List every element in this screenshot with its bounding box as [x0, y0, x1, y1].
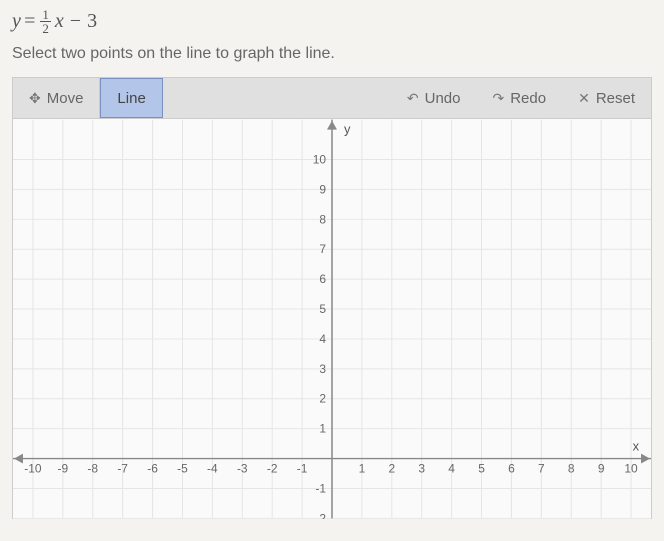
svg-text:4: 4 [319, 332, 326, 346]
reset-label: Reset [596, 90, 635, 107]
redo-icon: ↷ [492, 90, 504, 107]
svg-text:9: 9 [598, 462, 605, 476]
move-icon: ✥ [29, 90, 41, 107]
svg-text:10: 10 [624, 462, 638, 476]
instruction-text: Select two points on the line to graph t… [12, 45, 652, 63]
eq-equals: = [23, 10, 37, 33]
eq-op: − [70, 10, 81, 33]
graph-svg: -10 -9 -8 -7 -6 -5 -4 -3 -2 -1 1 2 3 4 5 6 7 8 9 10 1 2 3 4 5 6 7 8… [13, 119, 651, 519]
svg-text:3: 3 [319, 362, 326, 376]
svg-text:-8: -8 [87, 462, 98, 476]
svg-text:6: 6 [508, 462, 515, 476]
redo-button[interactable]: ↷ Redo [476, 78, 562, 118]
svg-text:8: 8 [568, 462, 575, 476]
eq-lhs: y [12, 10, 21, 33]
eq-fraction: 1 2 [40, 8, 51, 35]
undo-icon: ↶ [407, 90, 419, 107]
line-label: Line [117, 90, 145, 107]
eq-var: x [55, 10, 64, 33]
svg-text:-7: -7 [117, 462, 128, 476]
eq-frac-num: 1 [40, 8, 51, 22]
svg-text:3: 3 [418, 462, 425, 476]
svg-text:9: 9 [319, 182, 326, 196]
svg-text:2: 2 [319, 392, 326, 406]
svg-text:5: 5 [478, 462, 485, 476]
svg-text:7: 7 [319, 242, 326, 256]
svg-text:5: 5 [319, 302, 326, 316]
undo-label: Undo [425, 90, 461, 107]
eq-const: 3 [87, 10, 97, 33]
equation-display: y = 1 2 x − 3 [12, 8, 652, 35]
svg-text:-10: -10 [24, 462, 42, 476]
graph-toolbar: ✥ Move Line ↶ Undo ↷ Redo ✕ Reset [12, 77, 652, 119]
svg-text:-1: -1 [297, 462, 308, 476]
line-button[interactable]: Line [100, 78, 162, 118]
eq-frac-den: 2 [40, 22, 51, 35]
reset-icon: ✕ [578, 90, 590, 107]
svg-text:7: 7 [538, 462, 545, 476]
svg-text:-1: -1 [315, 481, 326, 495]
move-label: Move [47, 90, 84, 107]
svg-text:4: 4 [448, 462, 455, 476]
svg-text:y: y [344, 122, 351, 137]
move-button[interactable]: ✥ Move [13, 78, 100, 118]
svg-text:2: 2 [388, 462, 395, 476]
svg-text:8: 8 [319, 212, 326, 226]
undo-button[interactable]: ↶ Undo [391, 78, 477, 118]
svg-text:1: 1 [319, 422, 326, 436]
svg-text:-2: -2 [315, 511, 326, 519]
svg-text:10: 10 [313, 152, 327, 166]
redo-label: Redo [510, 90, 546, 107]
svg-text:-2: -2 [267, 462, 278, 476]
svg-text:1: 1 [359, 462, 366, 476]
svg-text:x: x [633, 439, 640, 454]
reset-button[interactable]: ✕ Reset [562, 78, 651, 118]
svg-text:6: 6 [319, 272, 326, 286]
svg-text:-5: -5 [177, 462, 188, 476]
svg-text:-3: -3 [237, 462, 248, 476]
graph-canvas[interactable]: -10 -9 -8 -7 -6 -5 -4 -3 -2 -1 1 2 3 4 5 6 7 8 9 10 1 2 3 4 5 6 7 8… [12, 119, 652, 519]
svg-text:-9: -9 [58, 462, 69, 476]
svg-text:-4: -4 [207, 462, 218, 476]
svg-text:-6: -6 [147, 462, 158, 476]
